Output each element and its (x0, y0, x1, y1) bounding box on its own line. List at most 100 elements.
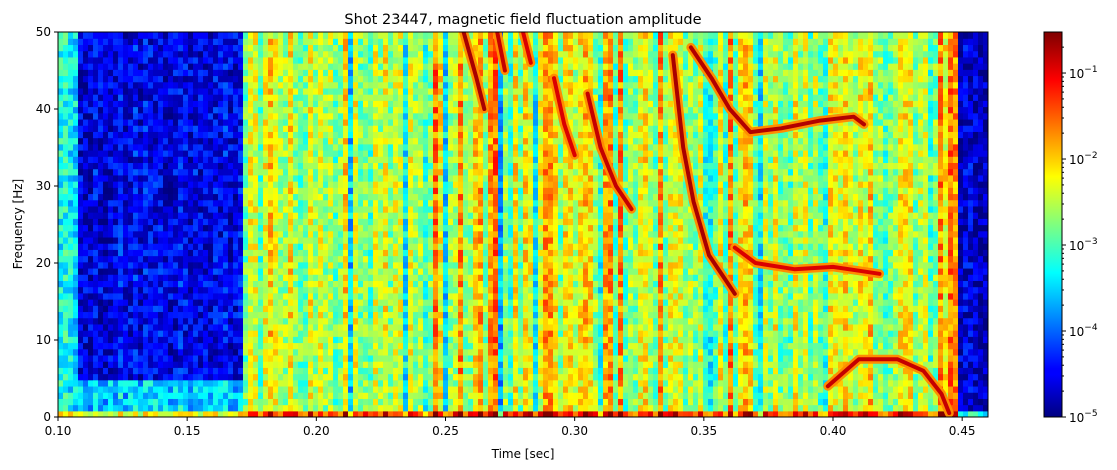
heatmap-cell (193, 267, 199, 275)
heatmap-cell (248, 193, 254, 201)
heatmap-cell (343, 385, 349, 393)
heatmap-cell (308, 311, 314, 319)
heatmap-cell (113, 44, 119, 52)
heatmap-cell (188, 361, 194, 368)
heatmap-cell (338, 286, 344, 294)
heatmap-cell (208, 50, 214, 58)
heatmap-cell (433, 112, 439, 120)
heatmap-cell (408, 56, 414, 64)
heatmap-cell (178, 38, 184, 46)
heatmap-cell (113, 267, 119, 275)
heatmap-cell (323, 236, 329, 244)
heatmap-cell (173, 267, 179, 275)
heatmap-cell (438, 274, 444, 281)
heatmap-cell (283, 205, 289, 213)
heatmap-cell (303, 292, 309, 300)
heatmap-cell (303, 168, 309, 176)
heatmap-cell (108, 385, 114, 393)
heatmap-cell (413, 131, 419, 139)
heatmap-cell (258, 205, 264, 213)
heatmap-cell (198, 299, 204, 306)
heatmap-cell (283, 317, 289, 325)
heatmap-cell (328, 330, 334, 337)
heatmap-cell (418, 100, 424, 108)
heatmap-cell (103, 100, 109, 108)
heatmap-cell (113, 392, 119, 399)
heatmap-cell (113, 181, 119, 188)
heatmap-cell (88, 218, 94, 226)
heatmap-cell (173, 249, 179, 257)
heatmap-cell (408, 100, 414, 108)
heatmap-cell (448, 149, 454, 157)
heatmap-cell (113, 367, 119, 375)
heatmap-cell (88, 274, 94, 281)
heatmap-cell (153, 336, 159, 344)
heatmap-cell (63, 156, 69, 163)
heatmap-cell (153, 342, 159, 350)
heatmap-cell (393, 292, 399, 300)
heatmap-cell (288, 305, 294, 313)
heatmap-cell (173, 404, 179, 412)
heatmap-cell (183, 299, 189, 306)
heatmap-cell (448, 87, 454, 95)
heatmap-cell (148, 205, 154, 213)
heatmap-cell (263, 330, 269, 337)
heatmap-cell (193, 143, 199, 151)
heatmap-cell (243, 311, 249, 319)
heatmap-cell (323, 143, 329, 151)
heatmap-cell (398, 162, 404, 170)
heatmap-cell (153, 280, 159, 288)
heatmap-cell (103, 348, 109, 356)
heatmap-cell (253, 348, 259, 356)
heatmap-cell (383, 38, 389, 46)
heatmap-cell (143, 94, 149, 101)
heatmap-cell (93, 100, 99, 108)
heatmap-cell (448, 280, 454, 288)
heatmap-cell (298, 286, 304, 294)
heatmap-cell (153, 137, 159, 145)
heatmap-cell (388, 404, 394, 412)
heatmap-cell (313, 336, 319, 344)
heatmap-cell (58, 236, 64, 244)
heatmap-cell (323, 218, 329, 226)
heatmap-cell (88, 38, 94, 46)
heatmap-cell (243, 373, 249, 381)
heatmap-cell (228, 137, 234, 145)
heatmap-cell (58, 292, 64, 300)
heatmap-cell (143, 323, 149, 331)
heatmap-cell (163, 212, 169, 219)
heatmap-cell (98, 50, 104, 58)
heatmap-cell (58, 410, 64, 417)
heatmap-cell (223, 410, 229, 417)
heatmap-cell (158, 69, 164, 77)
heatmap-cell (408, 162, 414, 170)
heatmap-cell (388, 317, 394, 325)
heatmap-cell (263, 118, 269, 126)
heatmap-cell (58, 330, 64, 337)
heatmap-cell (223, 267, 229, 275)
heatmap-cell (58, 249, 64, 257)
heatmap-cell (168, 94, 174, 101)
heatmap-cell (168, 106, 174, 114)
heatmap-cell (378, 261, 384, 269)
heatmap-cell (183, 255, 189, 263)
heatmap-cell (413, 174, 419, 182)
heatmap-cell (243, 205, 249, 213)
heatmap-cell (208, 379, 214, 387)
heatmap-cell (373, 137, 379, 145)
heatmap-cell (338, 174, 344, 182)
heatmap-cell (118, 348, 124, 356)
heatmap-cell (133, 392, 139, 399)
heatmap-cell (158, 81, 164, 89)
heatmap-cell (378, 87, 384, 95)
heatmap-cell (178, 280, 184, 288)
heatmap-cell (73, 137, 79, 145)
heatmap-cell (438, 100, 444, 108)
heatmap-cell (183, 236, 189, 244)
heatmap-cell (68, 131, 74, 139)
heatmap-cell (228, 143, 234, 151)
heatmap-cell (288, 187, 294, 195)
heatmap-cell (178, 168, 184, 176)
heatmap-cell (183, 118, 189, 126)
heatmap-cell (383, 131, 389, 139)
